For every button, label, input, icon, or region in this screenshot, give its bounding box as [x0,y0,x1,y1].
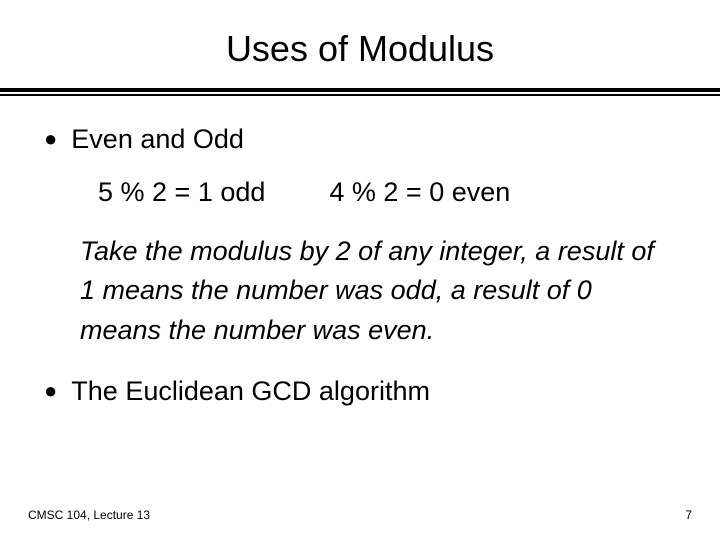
bullet-item: ● The Euclidean GCD algorithm [44,372,676,411]
slide: Uses of Modulus ● Even and Odd 5 % 2 = 1… [0,0,720,540]
explanation-text: Take the modulus by 2 of any integer, a … [80,232,666,349]
bullet-item: ● Even and Odd [44,120,676,159]
example-odd: 5 % 2 = 1 odd [98,173,265,212]
bullet-dot-icon: ● [44,380,57,402]
footer-left: CMSC 104, Lecture 13 [28,508,150,522]
footer-page-number: 7 [685,508,692,522]
bullet-text: The Euclidean GCD algorithm [71,372,676,411]
example-row: 5 % 2 = 1 odd 4 % 2 = 0 even [98,173,676,212]
example-even: 4 % 2 = 0 even [329,173,510,212]
title-double-rule [0,88,720,96]
bullet-text: Even and Odd [71,120,676,159]
slide-footer: CMSC 104, Lecture 13 7 [0,508,720,522]
slide-title: Uses of Modulus [0,0,720,70]
slide-content: ● Even and Odd 5 % 2 = 1 odd 4 % 2 = 0 e… [0,96,720,411]
rule-line-thick [0,88,720,92]
bullet-dot-icon: ● [44,128,57,150]
